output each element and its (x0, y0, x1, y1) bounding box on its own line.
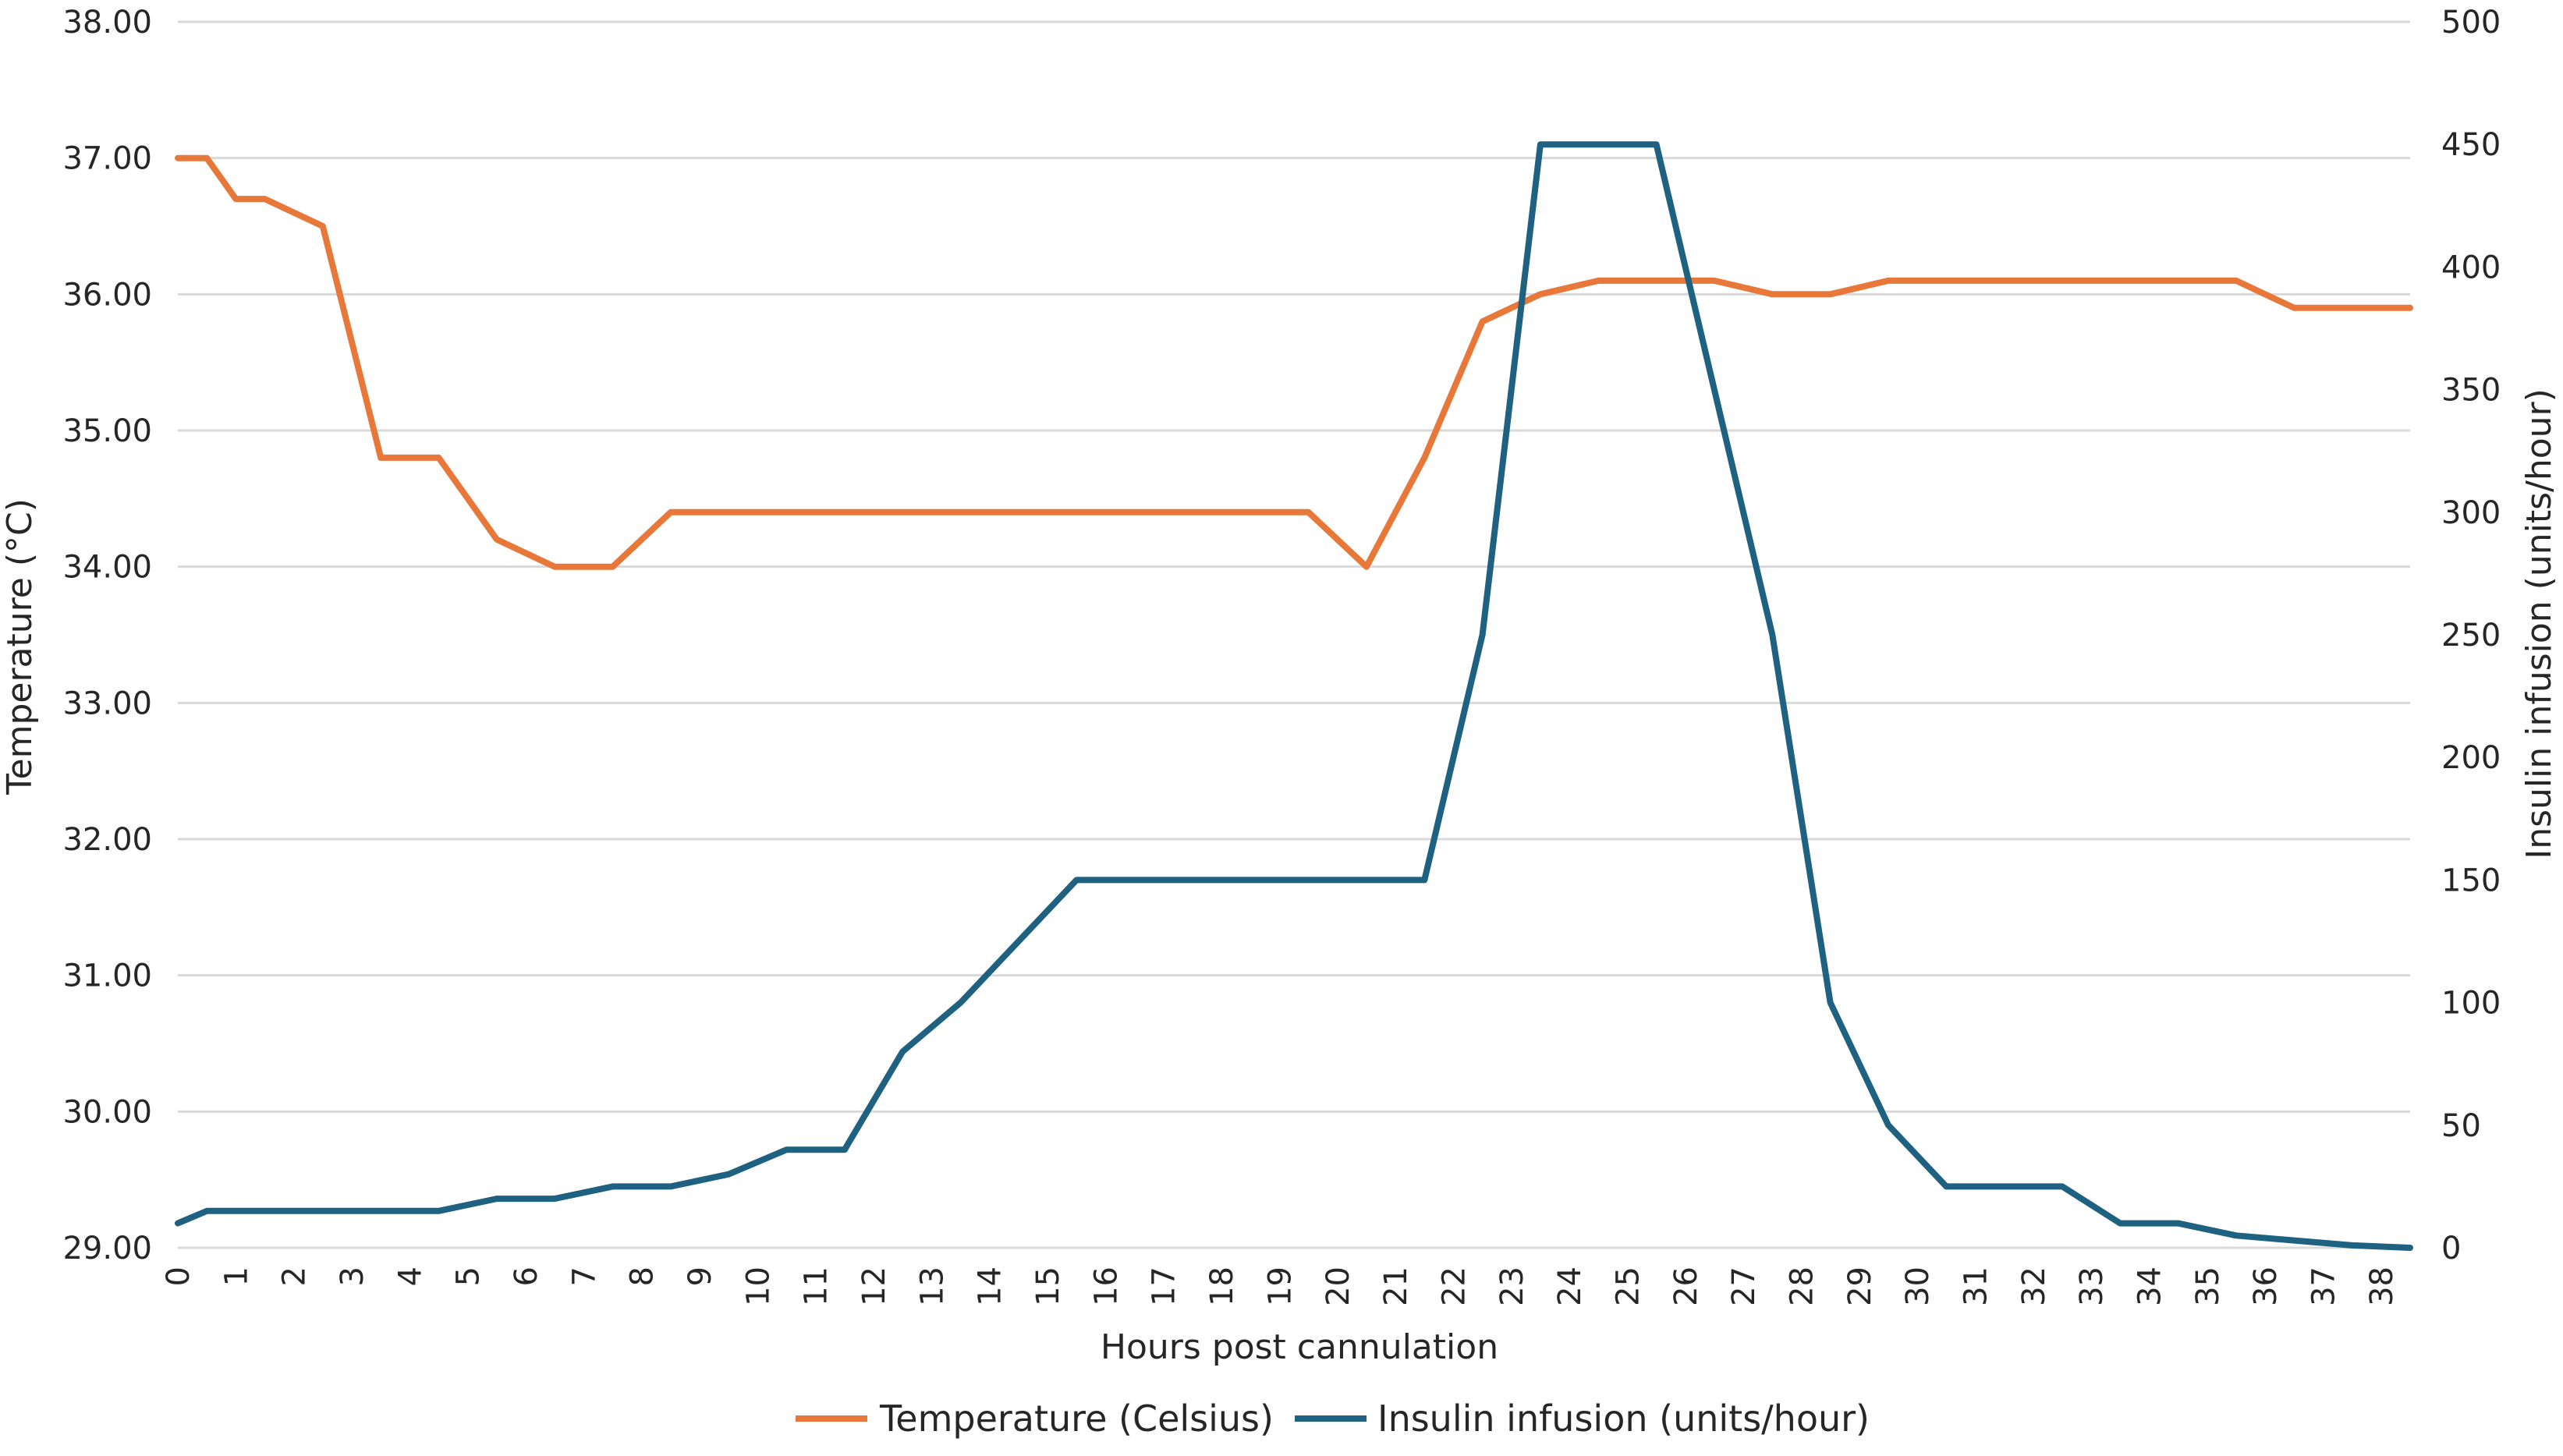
x-tick-label-12: 12 (856, 1266, 892, 1306)
x-tick-label-17: 17 (1147, 1266, 1182, 1306)
x-tick-label-18: 18 (1204, 1266, 1240, 1306)
x-axis-title: Hours post cannulation (1101, 1327, 1498, 1367)
x-tick-label-6: 6 (509, 1266, 544, 1286)
y-axis-right-title: Insulin infusion (units/hour) (2519, 388, 2559, 859)
y-tick-label-8: 37.00 (62, 141, 152, 177)
y-axis-right-ticks: 0 50 100 150 200 250 300 350 400 450 500 (2441, 5, 2501, 1266)
x-tick-label-35: 35 (2190, 1266, 2226, 1306)
x-tick-label-36: 36 (2248, 1266, 2284, 1306)
x-tick-label-7: 7 (566, 1266, 602, 1286)
x-tick-label-10: 10 (740, 1266, 776, 1306)
x-tick-label-22: 22 (1436, 1266, 1472, 1306)
x-tick-label-16: 16 (1088, 1266, 1124, 1306)
x-tick-label-27: 27 (1726, 1266, 1762, 1306)
x-tick-label-5: 5 (451, 1266, 487, 1286)
x-tick-label-3: 3 (335, 1266, 370, 1286)
series-lines (175, 141, 2413, 1251)
x-tick-label-26: 26 (1668, 1266, 1704, 1306)
x-tick-label-14: 14 (973, 1266, 1009, 1306)
y-tick-label-9: 38.00 (62, 5, 152, 41)
y2-tick-label-7: 350 (2441, 373, 2501, 409)
series-line-insulin (175, 141, 2413, 1251)
x-tick-label-0: 0 (161, 1266, 197, 1286)
x-tick-label-13: 13 (914, 1266, 950, 1306)
y-tick-label-4: 33.00 (62, 685, 152, 721)
y2-tick-label-8: 400 (2441, 250, 2501, 285)
series-line-temperature (175, 154, 2413, 570)
gridlines (178, 20, 2410, 1249)
x-tick-label-25: 25 (1610, 1266, 1646, 1306)
y2-tick-label-6: 300 (2441, 495, 2501, 531)
x-tick-label-15: 15 (1030, 1266, 1066, 1306)
x-tick-label-19: 19 (1262, 1266, 1298, 1306)
y-tick-label-3: 32.00 (62, 822, 152, 858)
y-tick-label-0: 29.00 (62, 1231, 152, 1266)
legend-label-temperature: Temperature (Celsius) (879, 1398, 1274, 1440)
x-tick-label-11: 11 (799, 1266, 835, 1306)
y2-tick-label-9: 450 (2441, 127, 2501, 163)
y2-tick-label-4: 200 (2441, 740, 2501, 776)
y2-tick-label-2: 100 (2441, 986, 2501, 1022)
y2-tick-label-1: 50 (2441, 1108, 2481, 1144)
y2-tick-label-0: 0 (2441, 1231, 2461, 1266)
x-tick-label-33: 33 (2074, 1266, 2110, 1306)
y2-tick-label-3: 150 (2441, 863, 2501, 898)
x-tick-label-9: 9 (682, 1266, 718, 1286)
y2-tick-label-5: 250 (2441, 618, 2501, 654)
x-tick-label-31: 31 (1958, 1266, 1994, 1306)
x-tick-label-38: 38 (2364, 1266, 2400, 1306)
y-tick-label-2: 31.00 (62, 958, 152, 994)
y-tick-label-7: 36.00 (62, 277, 152, 313)
x-tick-label-2: 2 (277, 1266, 313, 1286)
y-tick-label-5: 34.00 (62, 550, 152, 586)
x-tick-label-34: 34 (2132, 1266, 2168, 1306)
x-tick-label-30: 30 (1900, 1266, 1936, 1306)
x-tick-label-24: 24 (1552, 1266, 1588, 1306)
y-tick-label-6: 35.00 (62, 413, 152, 449)
x-tick-label-21: 21 (1378, 1266, 1414, 1306)
x-tick-label-8: 8 (625, 1266, 661, 1286)
x-tick-label-23: 23 (1494, 1266, 1530, 1306)
legend-label-insulin: Insulin infusion (units/hour) (1377, 1398, 1870, 1440)
x-tick-label-37: 37 (2306, 1266, 2341, 1306)
x-tick-label-32: 32 (2016, 1266, 2052, 1306)
x-tick-label-28: 28 (1784, 1266, 1820, 1306)
x-tick-label-20: 20 (1320, 1266, 1356, 1306)
x-tick-label-4: 4 (392, 1266, 428, 1286)
x-tick-label-29: 29 (1842, 1266, 1878, 1306)
y2-tick-label-10: 500 (2441, 5, 2501, 41)
y-axis-left-ticks: 29.00 30.00 31.00 32.00 33.00 34.00 35.00 36.00… (62, 5, 152, 1266)
y-axis-left-title: Temperature (°C) (0, 498, 40, 795)
x-tick-label-1: 1 (218, 1266, 254, 1286)
legend: Temperature (Celsius) Insulin infusion (… (796, 1398, 1870, 1440)
y-tick-label-1: 30.00 (62, 1094, 152, 1130)
x-axis-ticks: 0 1 2 3 4 5 6 7 8 9 10 11 12 13 14 15 16 17 18 19 20 21 22 23 24… (161, 1266, 2400, 1306)
